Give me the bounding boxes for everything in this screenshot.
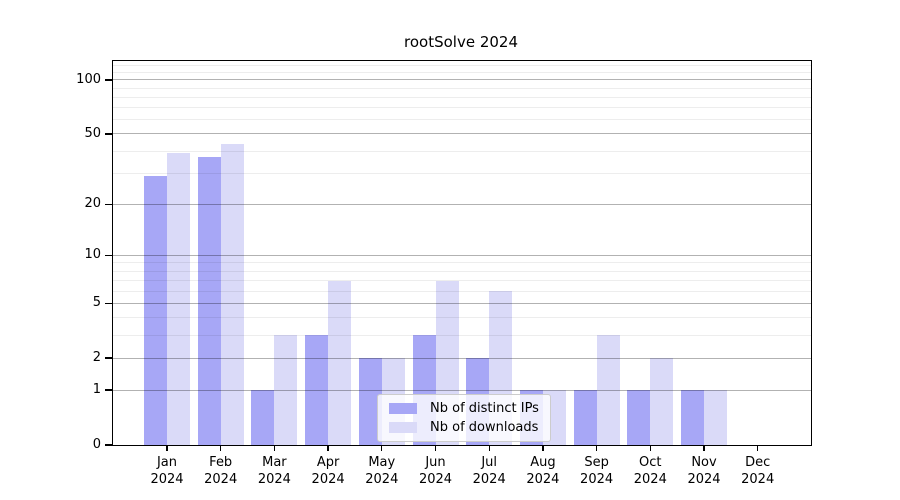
y-tick-mark-2 [105, 357, 112, 359]
major-gridline-5 [113, 302, 811, 304]
x-tick-mark-aug [542, 446, 544, 451]
y-tick-label-0: 0 [92, 437, 101, 452]
minor-gridline-110 [113, 72, 811, 74]
x-tick-mark-dec [757, 446, 759, 451]
x-tick-label-jun: Jun 2024 [418, 455, 453, 487]
bar-downloads-jan [167, 153, 190, 445]
x-tick-label-oct: Oct 2024 [633, 455, 667, 487]
bar-ips-oct [627, 390, 651, 445]
y-tick-mark-5 [105, 302, 112, 304]
x-tick-mark-jul [488, 446, 490, 451]
x-tick-mark-apr [327, 446, 329, 451]
minor-gridline-30 [113, 172, 811, 174]
major-gridline-50 [113, 133, 811, 135]
major-gridline-2 [113, 357, 811, 359]
bar-ips-apr [305, 335, 329, 445]
x-tick-mark-jun [434, 446, 437, 451]
minor-gridline-40 [113, 150, 811, 152]
minor-gridline-7 [113, 280, 811, 282]
x-tick-label-jan: Jan 2024 [150, 455, 184, 487]
chart-title: rootSolve 2024 [404, 33, 518, 51]
legend-swatch-distinct-ips [389, 403, 417, 414]
x-tick-label-may: May 2024 [365, 455, 399, 487]
y-tick-mark-10 [105, 254, 112, 257]
major-gridline-10 [113, 254, 811, 256]
y-tick-label-1: 1 [92, 382, 101, 398]
major-gridline-1 [113, 389, 811, 391]
y-tick-mark-0 [105, 444, 112, 446]
minor-gridline-9 [113, 262, 811, 264]
y-tick-mark-50 [105, 133, 112, 135]
x-tick-label-jul: Jul 2024 [472, 455, 506, 487]
bar-ips-may [358, 358, 382, 445]
bar-downloads-sep [596, 335, 620, 445]
minor-gridline-60 [113, 119, 811, 121]
x-tick-label-nov: Nov 2024 [687, 455, 721, 487]
x-tick-mark-sep [595, 446, 598, 451]
major-gridline-20 [113, 203, 811, 205]
minor-gridline-120 [113, 65, 811, 67]
x-tick-mark-nov [703, 446, 705, 451]
minor-gridline-8 [113, 270, 811, 272]
legend-row-distinct-ips: Nb of distinct IPs [389, 401, 539, 416]
minor-gridline-90 [113, 87, 811, 89]
y-tick-mark-20 [105, 203, 112, 205]
x-tick-label-dec: Dec 2024 [741, 455, 775, 487]
bar-downloads-apr [328, 280, 352, 445]
y-tick-label-5: 5 [92, 295, 101, 311]
x-tick-mark-oct [649, 446, 651, 451]
x-tick-label-aug: Aug 2024 [526, 455, 560, 487]
y-tick-label-20: 20 [84, 196, 101, 212]
bar-ips-feb [197, 157, 221, 445]
x-tick-mark-feb [220, 446, 222, 451]
bar-ips-nov [681, 390, 704, 445]
y-tick-label-10: 10 [84, 247, 101, 263]
legend-label-distinct-ips: Nb of distinct IPs [430, 401, 539, 416]
legend-row-downloads: Nb of downloads [389, 420, 539, 435]
minor-gridline-6 [113, 290, 811, 292]
x-tick-label-apr: Apr 2024 [311, 455, 345, 487]
bar-downloads-mar [274, 335, 298, 445]
x-tick-label-mar: Mar 2024 [257, 455, 291, 487]
x-tick-mark-jan [166, 446, 168, 451]
bar-downloads-oct [650, 358, 674, 445]
minor-gridline-4 [113, 317, 811, 319]
minor-gridline-80 [113, 96, 811, 98]
bar-ips-mar [251, 390, 275, 445]
legend-swatch-downloads [389, 422, 417, 433]
bar-ips-jan [144, 176, 167, 445]
x-tick-label-feb: Feb 2024 [204, 455, 238, 487]
y-tick-mark-100 [105, 79, 112, 81]
bar-downloads-nov [704, 390, 727, 445]
x-tick-mark-may [381, 446, 383, 451]
x-tick-mark-mar [273, 446, 276, 451]
minor-gridline-3 [113, 334, 811, 336]
grid-layer [113, 61, 811, 445]
major-gridline-100 [113, 79, 811, 81]
minor-gridline-70 [113, 107, 811, 109]
bar-ips-sep [573, 390, 597, 445]
x-tick-label-sep: Sep 2024 [580, 455, 614, 487]
bar-downloads-feb [220, 143, 244, 445]
plot-area: Nb of distinct IPs Nb of downloads 0 1 2 5 1… [76, 60, 812, 487]
legend-label-downloads: Nb of downloads [430, 420, 539, 435]
y-tick-mark-1 [105, 389, 112, 391]
legend: Nb of distinct IPs Nb of downloads [377, 394, 551, 442]
y-tick-label-100: 100 [76, 72, 101, 88]
y-tick-label-2: 2 [92, 350, 101, 366]
y-tick-label-50: 50 [84, 126, 101, 142]
